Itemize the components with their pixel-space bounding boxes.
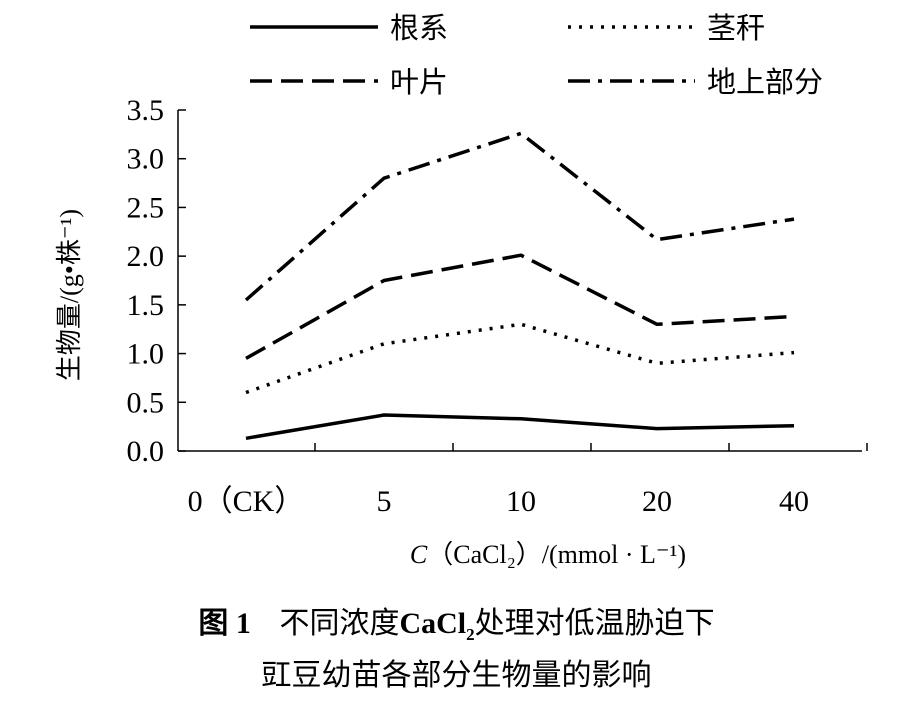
y-tick-label: 2.0 <box>127 240 165 273</box>
x-axis-label: C（CaCl₂）/(mmol · L⁻¹) <box>410 540 686 569</box>
caption-text-1b: 处理对低温胁迫下 <box>474 606 715 641</box>
x-axis-unit: （CaCl₂）/(mmol · L⁻¹) <box>427 540 686 569</box>
y-tick-label: 1.5 <box>127 289 165 322</box>
legend-label: 叶片 <box>390 65 448 99</box>
y-tick-label: 2.5 <box>127 191 165 224</box>
figure-number: 图 1 <box>198 607 251 640</box>
series-line-dashdot <box>244 131 795 302</box>
series-line-dot <box>245 322 795 395</box>
x-axis-variable: C <box>410 540 428 569</box>
caption-chemical: CaCl2 <box>399 607 475 644</box>
y-tick-label: 3.5 <box>127 94 165 127</box>
legend-label: 茎秆 <box>707 11 765 45</box>
axes: 0.0 0.5 1.0 1.5 2.0 2.5 3.0 3.5 0（CK） 5 10 20 40 <box>127 94 868 518</box>
x-tick-label: 40 <box>779 485 809 518</box>
legend-label: 根系 <box>390 11 448 45</box>
caption-text-1a: 不同浓度 <box>279 606 400 641</box>
x-tick-label: 10 <box>506 485 536 518</box>
y-tick-label: 3.0 <box>127 143 165 176</box>
y-tick-label: 0.0 <box>127 435 165 468</box>
figure-caption-line-2: 豇豆幼苗各部分生物量的影响 <box>261 658 652 693</box>
x-tick-label: 20 <box>642 485 672 518</box>
y-tick-label: 0.5 <box>127 386 165 419</box>
y-tick-label: 1.0 <box>127 338 165 371</box>
figure-caption-line-1: 图 1 不同浓度CaCl2处理对低温胁迫下 <box>0 598 913 645</box>
y-axis-label: 生物量/(g•株⁻¹) <box>55 209 84 381</box>
series-line-dash <box>245 253 795 360</box>
series-lines <box>244 131 795 441</box>
series-line-solid <box>245 413 795 441</box>
x-tick-label: 0（CK） <box>188 485 305 518</box>
legend-label: 地上部分 <box>707 65 823 99</box>
x-tick-label: 5 <box>377 485 392 518</box>
